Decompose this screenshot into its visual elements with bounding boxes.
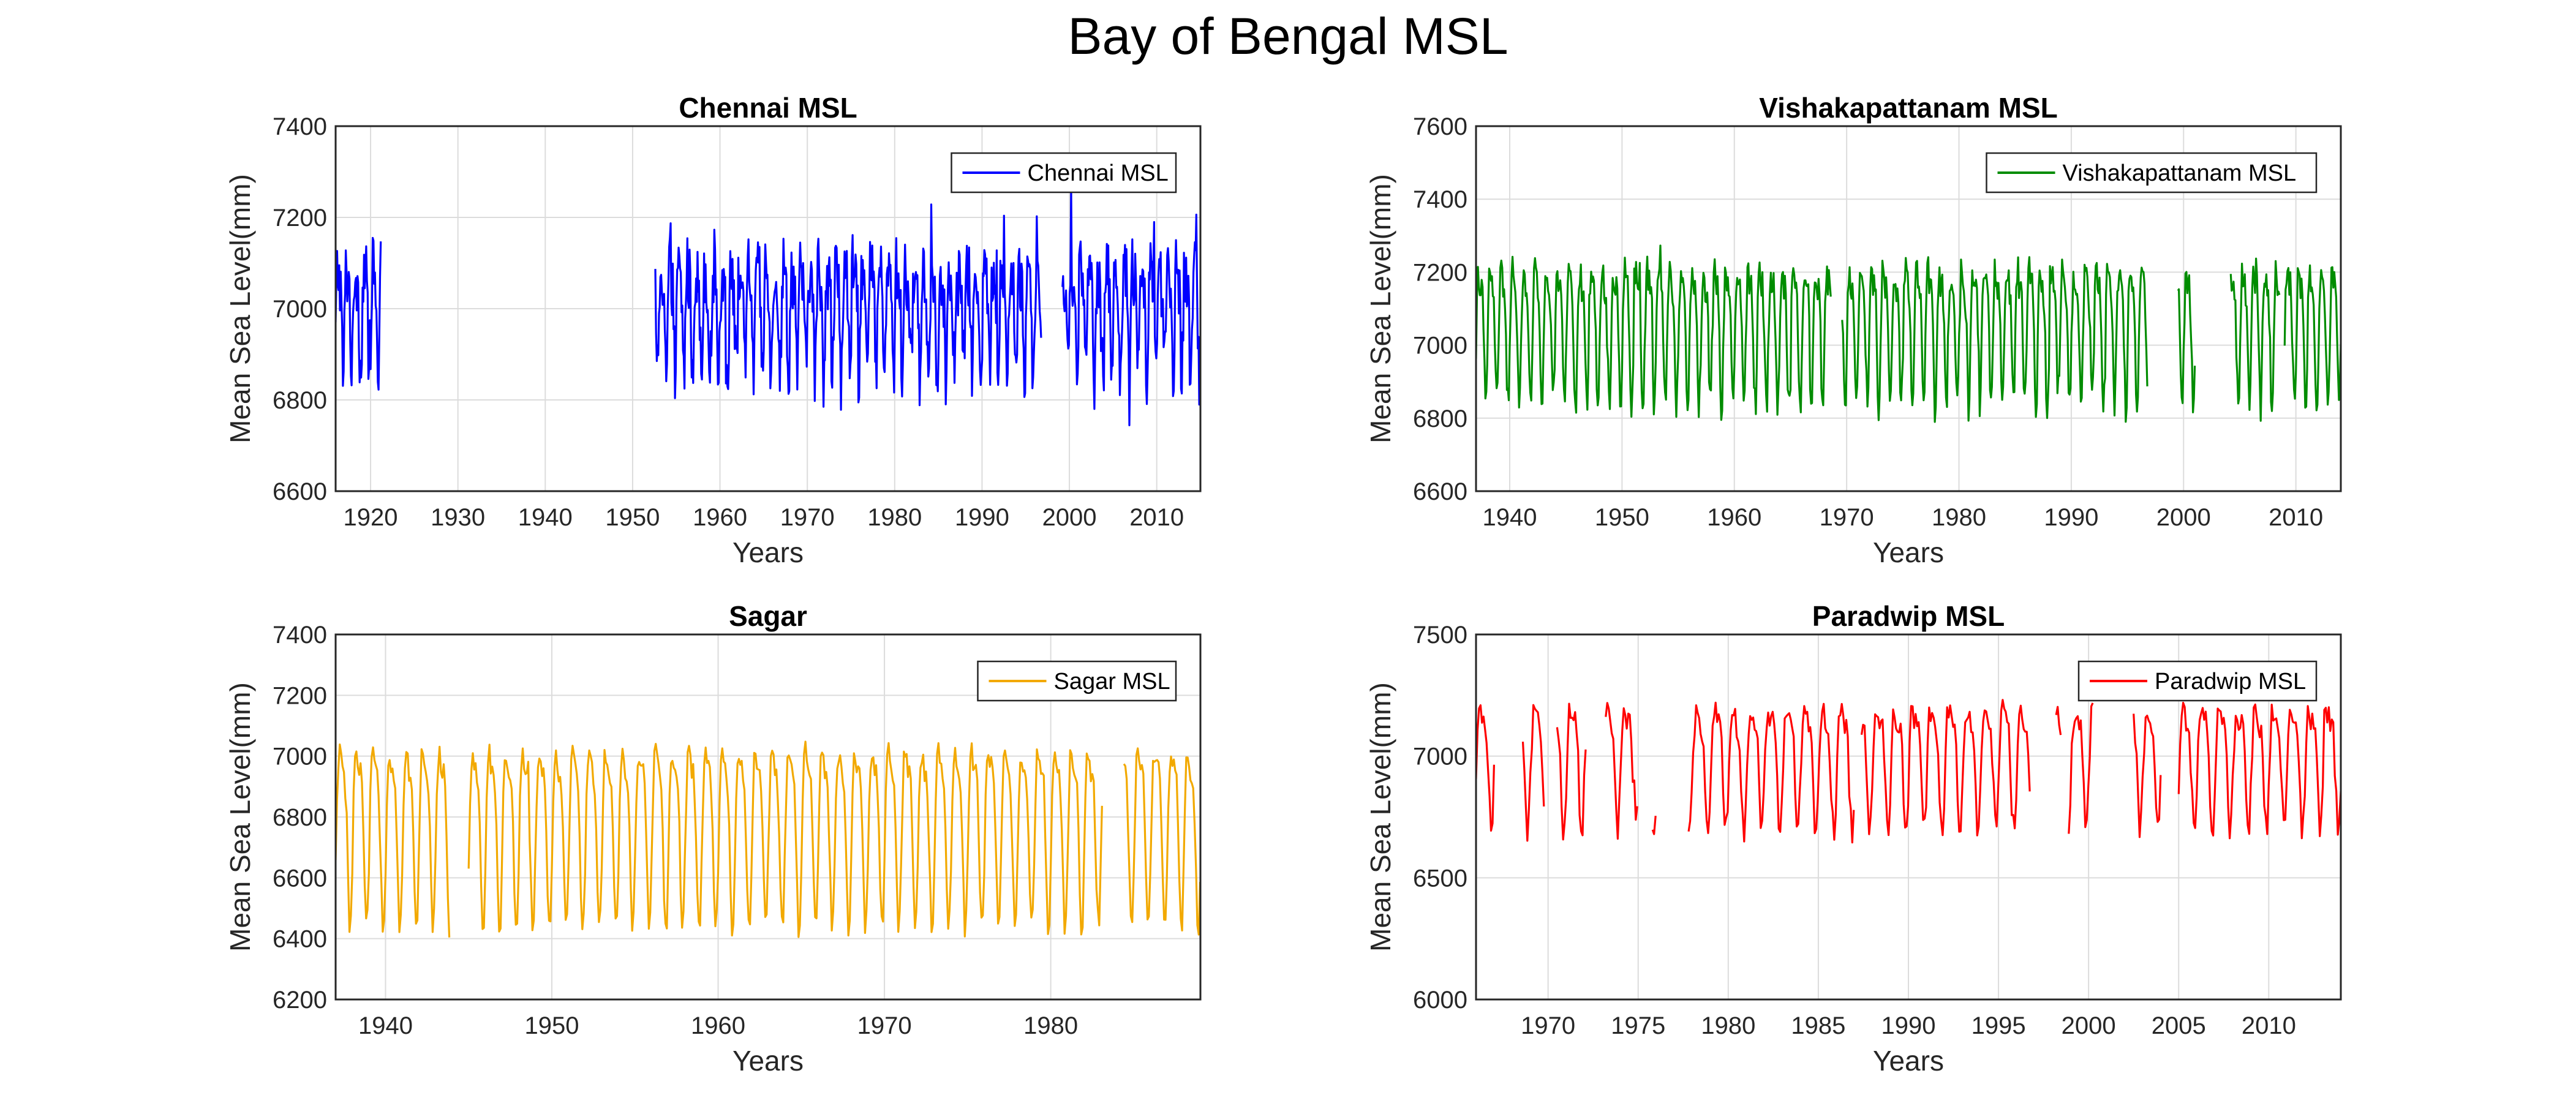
axes-frame <box>334 125 1202 492</box>
x-tick-label: 1930 <box>431 504 485 531</box>
x-tick-label: 1940 <box>358 1012 413 1039</box>
y-tick-label: 6600 <box>1413 478 1467 505</box>
y-tick-label: 7000 <box>273 296 327 323</box>
y-tick-label: 7000 <box>1413 743 1467 770</box>
legend-label: Chennai MSL <box>1028 160 1169 186</box>
series-line <box>1476 699 2341 844</box>
subplot-3: 1940 1950 1960 1970 1980 6200 6400 6600 6800 7000… <box>224 600 1202 1077</box>
x-tick-label: 1960 <box>691 1012 745 1039</box>
x-tick-label: 1975 <box>1611 1012 1665 1039</box>
y-tick-label: 6800 <box>273 804 327 831</box>
subplot-title: Paradwip MSL <box>1812 600 2005 632</box>
x-tick-label: 2010 <box>1129 504 1184 531</box>
x-tick-label: 1970 <box>1820 504 1874 531</box>
x-tick-label: 2010 <box>2269 504 2323 531</box>
subplot-1: 1920 1930 1940 1950 1960 1970 1980 1990 2000 2010… <box>224 92 1202 568</box>
subplot-title: Vishakapattanam MSL <box>1759 92 2057 124</box>
x-tick-label: 2005 <box>2152 1012 2206 1039</box>
legend: Sagar MSL <box>977 660 1177 702</box>
x-tick-label: 1970 <box>1521 1012 1575 1039</box>
axes-frame <box>1475 125 2342 492</box>
x-axis-label: Years <box>1873 1045 1944 1077</box>
y-tick-label: 6000 <box>1413 987 1467 1014</box>
y-axis-label: Mean Sea Level(mm) <box>224 174 256 443</box>
x-tick-label: 2000 <box>2062 1012 2116 1039</box>
series-line <box>336 740 1200 938</box>
y-tick-label: 6400 <box>273 926 327 953</box>
series-line <box>336 185 1200 426</box>
legend-label: Paradwip MSL <box>2155 669 2306 694</box>
y-tick-label: 7600 <box>1413 113 1467 140</box>
legend-label: Vishakapattanam MSL <box>2063 160 2297 186</box>
y-tick-label: 6200 <box>273 987 327 1014</box>
y-tick-label: 6800 <box>1413 405 1467 432</box>
legend: Vishakapattanam MSL <box>1986 152 2318 194</box>
x-tick-label: 1990 <box>955 504 1009 531</box>
y-tick-label: 7400 <box>273 113 327 140</box>
subplot-grid: 1920 1930 1940 1950 1960 1970 1980 1990 2000 2010… <box>224 92 2342 1077</box>
x-tick-label: 1980 <box>867 504 922 531</box>
x-tick-label: 1985 <box>1791 1012 1845 1039</box>
x-tick-label: 1980 <box>1701 1012 1755 1039</box>
subplot-title: Sagar <box>729 600 807 632</box>
x-tick-label: 1995 <box>1972 1012 2026 1039</box>
x-tick-label: 1960 <box>1707 504 1761 531</box>
y-tick-label: 6500 <box>1413 865 1467 892</box>
x-axis-label: Years <box>733 1045 804 1077</box>
x-axis-label: Years <box>733 536 804 568</box>
x-tick-label: 1970 <box>780 504 835 531</box>
subplot-4: 1970 1975 1980 1985 1990 1995 2000 2005 2010 6000… <box>1365 600 2342 1077</box>
y-tick-label: 7200 <box>273 205 327 231</box>
x-tick-label: 1950 <box>1595 504 1649 531</box>
x-tick-label: 1950 <box>525 1012 579 1039</box>
subplot-title: Chennai MSL <box>679 92 857 124</box>
x-tick-label: 1950 <box>605 504 660 531</box>
x-axis-label: Years <box>1873 536 1944 568</box>
x-tick-label: 1980 <box>1932 504 1986 531</box>
legend-label: Sagar MSL <box>1054 669 1170 694</box>
y-axis-label: Mean Sea Level(mm) <box>1365 682 1396 952</box>
x-tick-label: 2000 <box>2156 504 2211 531</box>
y-tick-label: 7400 <box>1413 186 1467 213</box>
x-tick-label: 2000 <box>1042 504 1097 531</box>
subplot-2: 1940 1950 1960 1970 1980 1990 2000 2010 6600 6800… <box>1365 92 2342 568</box>
x-tick-label: 1960 <box>693 504 747 531</box>
series-line <box>1476 244 2341 423</box>
x-tick-label: 2010 <box>2242 1012 2296 1039</box>
y-tick-label: 6600 <box>273 478 327 505</box>
y-tick-label: 7400 <box>273 622 327 649</box>
y-tick-label: 6600 <box>273 865 327 892</box>
y-tick-label: 7000 <box>273 743 327 770</box>
y-tick-label: 7000 <box>1413 333 1467 359</box>
x-tick-label: 1920 <box>344 504 398 531</box>
y-tick-label: 7500 <box>1413 622 1467 649</box>
axes-frame <box>334 633 1202 1001</box>
y-tick-label: 7200 <box>273 682 327 709</box>
axes-frame <box>1475 633 2342 1001</box>
x-tick-label: 1980 <box>1023 1012 1078 1039</box>
y-axis-label: Mean Sea Level(mm) <box>224 682 256 952</box>
x-tick-label: 1940 <box>1483 504 1537 531</box>
legend: Paradwip MSL <box>2077 660 2318 702</box>
x-tick-label: 1970 <box>857 1012 912 1039</box>
x-tick-label: 1990 <box>2044 504 2098 531</box>
x-tick-label: 1990 <box>1881 1012 1936 1039</box>
y-tick-label: 6800 <box>273 387 327 414</box>
y-tick-label: 7200 <box>1413 259 1467 286</box>
figure-title: Bay of Bengal MSL <box>1068 7 1508 65</box>
x-tick-label: 1940 <box>518 504 573 531</box>
y-axis-label: Mean Sea Level(mm) <box>1365 174 1396 443</box>
legend: Chennai MSL <box>951 152 1177 194</box>
